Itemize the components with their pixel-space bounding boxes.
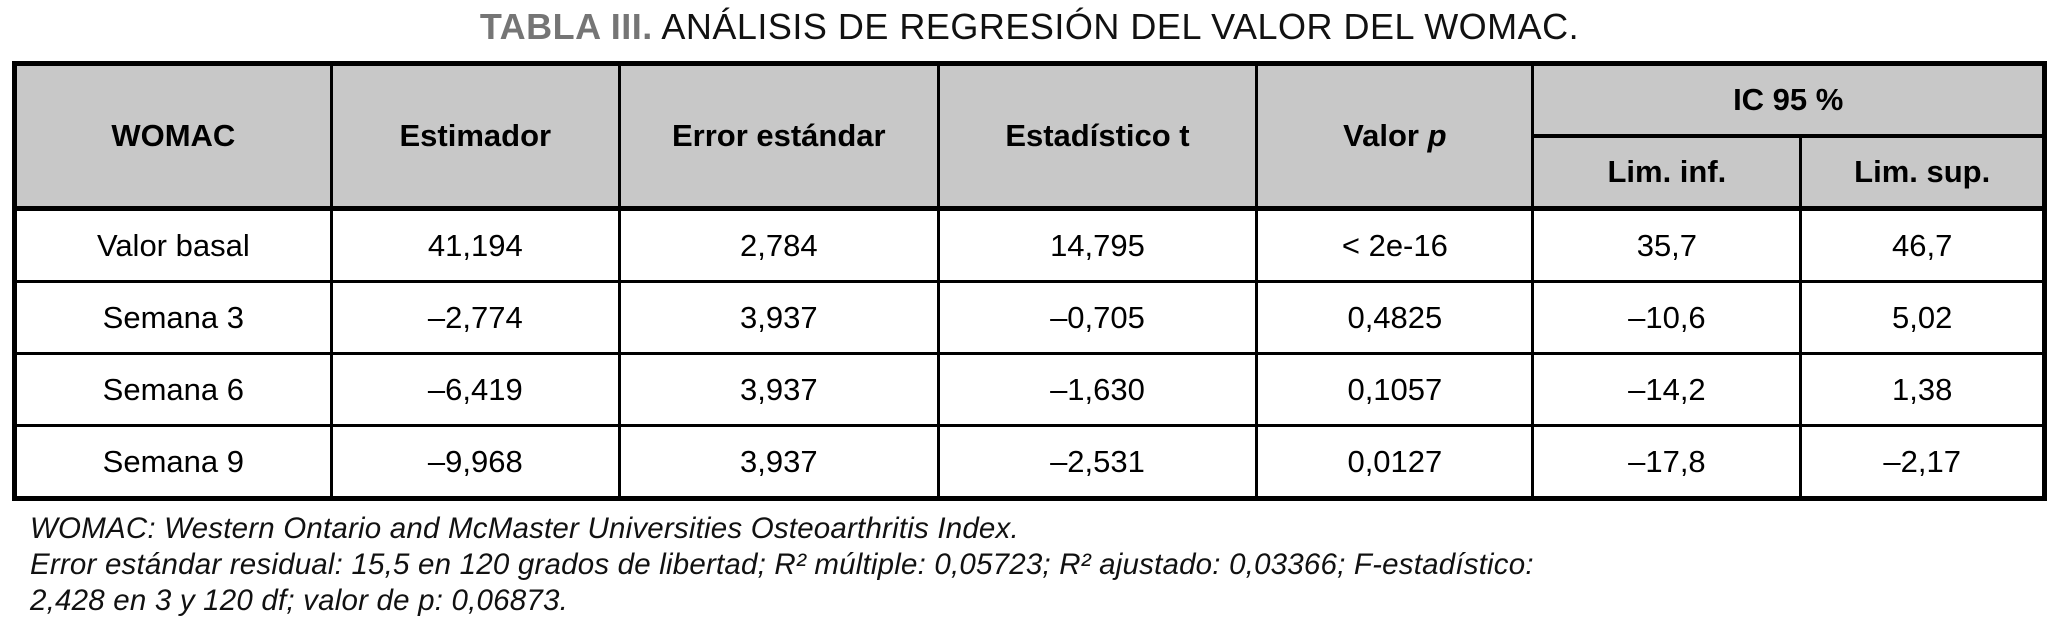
cell-estimador: 41,194 [329,207,621,283]
cell-estadistico-t: 14,795 [936,207,1259,283]
cell-row-label: Semana 6 [13,352,333,427]
cell-lim-sup: –2,17 [1799,424,2046,500]
cell-valor-p: 0,0127 [1255,424,1535,500]
cell-valor-p: 0,4825 [1255,280,1535,355]
header-ic-95: IC 95 % [1531,62,2046,138]
cell-valor-p: 0,1057 [1255,352,1535,427]
table-title: TABLA III. ANÁLISIS DE REGRESIÓN DEL VAL… [12,0,2047,48]
footnote-line: WOMAC: Western Ontario and McMaster Univ… [30,512,1019,545]
table-header: WOMAC Estimador Error estándar Estadísti… [13,62,2046,211]
header-womac: WOMAC [13,62,333,211]
cell-lim-sup: 46,7 [1799,207,2046,283]
cell-estimador: –9,968 [329,424,621,500]
cell-lim-inf: –14,2 [1531,352,1803,427]
header-estimador: Estimador [329,62,621,211]
cell-lim-inf: –17,8 [1531,424,1803,500]
cell-estadistico-t: –0,705 [936,280,1259,355]
cell-error-estandar: 3,937 [617,280,940,355]
cell-lim-inf: 35,7 [1531,207,1803,283]
cell-valor-p: < 2e-16 [1255,207,1535,283]
footnote-line: Error estándar residual: 15,5 en 120 gra… [30,548,1534,581]
footnote-line: 2,428 en 3 y 120 df; valor de p: 0,06873… [30,584,568,617]
cell-lim-inf: –10,6 [1531,280,1803,355]
table-row: Semana 6 –6,419 3,937 –1,630 0,1057 –14,… [13,352,2046,427]
table-footnotes: WOMAC: Western Ontario and McMaster Univ… [30,511,2059,619]
header-estadistico-t: Estadístico t [936,62,1259,211]
cell-estimador: –6,419 [329,352,621,427]
table-row: Valor basal 41,194 2,784 14,795 < 2e-16 … [13,207,2046,283]
cell-error-estandar: 3,937 [617,352,940,427]
cell-row-label: Valor basal [13,207,333,283]
table-row: Semana 3 –2,774 3,937 –0,705 0,4825 –10,… [13,280,2046,355]
cell-lim-sup: 1,38 [1799,352,2046,427]
table-title-label: TABLA III. [479,6,653,47]
header-lim-inf: Lim. inf. [1531,134,1803,211]
cell-estadistico-t: –2,531 [936,424,1259,500]
table-title-text: ANÁLISIS DE REGRESIÓN DEL VALOR DEL WOMA… [661,6,1580,47]
header-valor-p: Valor p [1255,62,1535,211]
header-error-estandar: Error estándar [617,62,940,211]
table-body: Valor basal 41,194 2,784 14,795 < 2e-16 … [13,207,2046,500]
cell-estimador: –2,774 [329,280,621,355]
header-valor-p-prefix: Valor [1343,118,1419,153]
cell-row-label: Semana 3 [13,280,333,355]
cell-error-estandar: 2,784 [617,207,940,283]
header-valor-p-symbol: p [1427,118,1447,153]
cell-lim-sup: 5,02 [1799,280,2046,355]
regression-table: WOMAC Estimador Error estándar Estadísti… [12,61,2047,501]
table-row: Semana 9 –9,968 3,937 –2,531 0,0127 –17,… [13,424,2046,500]
cell-error-estandar: 3,937 [617,424,940,500]
cell-row-label: Semana 9 [13,424,333,500]
cell-estadistico-t: –1,630 [936,352,1259,427]
header-lim-sup: Lim. sup. [1799,134,2046,211]
